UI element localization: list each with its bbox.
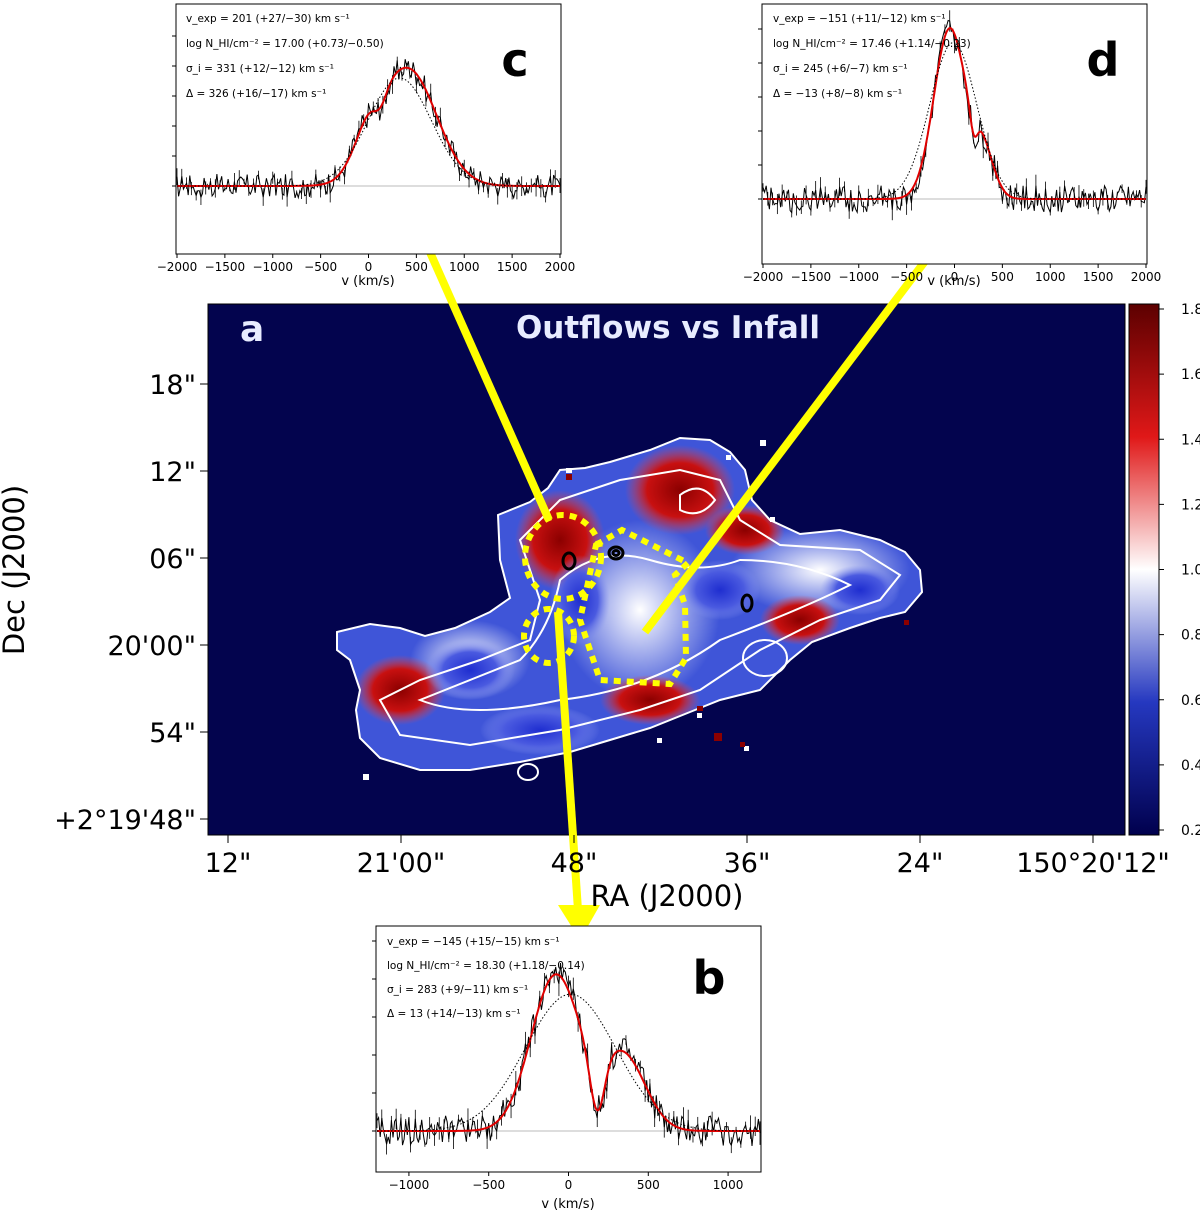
xtick-label: 500 — [991, 270, 1014, 284]
xtick-label: 150°20'12" — [1016, 848, 1170, 879]
colorbar-tick-label: 0.2 — [1181, 823, 1200, 839]
colorbar-tick-label: 0.6 — [1181, 693, 1200, 709]
panel-letter-c: c — [501, 33, 528, 87]
ytick-label: 12" — [149, 457, 196, 488]
xtick-label: 0 — [951, 270, 959, 284]
inset-b-param: σ_i = 283 (+9/−11) km s⁻¹ — [387, 984, 528, 996]
colorbar-gradient — [1128, 303, 1160, 836]
map-x-axis-label: RA (J2000) — [590, 879, 743, 913]
inset-panel-b: −1000 −500 0 500 1000 v (km/s) v_exp = −145 … — [372, 925, 762, 1212]
xtick-label: 0 — [565, 1178, 573, 1192]
panel-letter-b: b — [693, 951, 726, 1005]
colorbar-ticks: 1.8 1.6 1.4 1.2 1.0 0.8 0.6 0.4 0.2 — [1159, 302, 1200, 839]
xtick-label: 36" — [724, 848, 771, 879]
xtick-label: −2000 — [743, 270, 784, 284]
observed-spectrum — [176, 59, 561, 200]
inset-c-param: log N_HI/cm⁻² = 17.00 (+0.73/−0.50) — [186, 38, 384, 50]
xtick-label: −1500 — [791, 270, 832, 284]
xtick-label: 2000 — [1131, 270, 1162, 284]
galaxy-contours — [336, 436, 924, 781]
inset-b-param: v_exp = −145 (+15/−15) km s⁻¹ — [387, 936, 560, 948]
peak-contours — [561, 545, 754, 613]
ytick-label: 06" — [149, 544, 196, 575]
inset-d-param: Δ = −13 (+8/−8) km s⁻¹ — [773, 88, 902, 100]
xtick-label: −500 — [304, 260, 337, 274]
ytick-label: +2°19'48" — [54, 805, 196, 836]
noise-pixels — [363, 440, 775, 780]
xtick-label: 1000 — [713, 1178, 744, 1192]
xtick-label: 0 — [365, 260, 373, 274]
map-panel: Outflows vs Infall a 18" 12" 06" 20'00" … — [0, 187, 1200, 940]
panel-letter-a: a — [240, 309, 264, 350]
map-y-ticks: 18" 12" 06" 20'00" 54" +2°19'48" — [54, 370, 208, 836]
inset-c-param: v_exp = 201 (+27/−30) km s⁻¹ — [186, 13, 350, 25]
observed-spectrum — [376, 963, 761, 1147]
red-noise-pixels — [566, 474, 909, 747]
panel-letter-d: d — [1087, 33, 1120, 87]
xtick-label: 1500 — [497, 260, 528, 274]
model-fit-line — [377, 973, 760, 1132]
colorbar-tick-label: 1.6 — [1181, 367, 1200, 383]
inset-b-param: Δ = 13 (+14/−13) km s⁻¹ — [387, 1008, 521, 1020]
map-y-axis-label: Dec (J2000) — [0, 485, 31, 655]
inset-c-param: σ_i = 331 (+12/−12) km s⁻¹ — [186, 63, 334, 75]
inset-panel-c: −2000 −1500 −1000 −500 0 500 1000 1500 2000 v (k… — [157, 3, 576, 289]
xtick-label: 500 — [405, 260, 428, 274]
xtick-label: −500 — [890, 270, 923, 284]
intrinsic-profile-line — [763, 42, 1146, 200]
xtick-label: 500 — [637, 1178, 660, 1192]
xtick-label: 24" — [897, 848, 944, 879]
inset-c-frame — [175, 3, 562, 255]
xtick-label: −500 — [472, 1178, 505, 1192]
xtick-label: −1000 — [252, 260, 293, 274]
xtick-label: 2000 — [545, 260, 576, 274]
xtick-label: −1500 — [205, 260, 246, 274]
inset-d-xlabel: v (km/s) — [927, 274, 980, 289]
map-x-ticks: 12" 21'00" 48" 36" 24" 150°20'12" — [205, 835, 1170, 879]
arrow-to-d — [641, 241, 942, 635]
inset-d-param: log N_HI/cm⁻² = 17.46 (+1.14/−0.23) — [773, 38, 971, 50]
colorbar-tick-label: 0.4 — [1181, 758, 1200, 774]
ytick-label: 18" — [149, 370, 196, 401]
xtick-label: 48" — [551, 848, 598, 879]
xtick-label: −1000 — [838, 270, 879, 284]
inset-d-param: σ_i = 245 (+6/−7) km s⁻¹ — [773, 63, 908, 75]
arrow-to-c — [409, 212, 553, 522]
observed-spectrum — [762, 19, 1147, 215]
extraction-regions — [521, 512, 694, 688]
inset-b-xlabel: v (km/s) — [541, 1197, 594, 1212]
xtick-label: 1000 — [1035, 270, 1066, 284]
xtick-label: 1500 — [1083, 270, 1114, 284]
region-d — [576, 526, 694, 688]
intrinsic-profile-line — [177, 77, 560, 187]
ytick-label: 54" — [149, 718, 196, 749]
xtick-label: 21'00" — [357, 848, 446, 879]
inset-d-param: v_exp = −151 (+11/−12) km s⁻¹ — [773, 13, 946, 25]
xtick-label: 1000 — [449, 260, 480, 274]
ytick-label: 20'00" — [107, 631, 196, 662]
xtick-label: −2000 — [157, 260, 198, 274]
inset-b-param: log N_HI/cm⁻² = 18.30 (+1.18/−0.14) — [387, 960, 585, 972]
xtick-label: 12" — [205, 848, 252, 879]
xtick-label: −1000 — [389, 1178, 430, 1192]
colorbar-tick-label: 1.0 — [1181, 563, 1200, 579]
region-b — [521, 606, 577, 666]
inset-panel-d: −2000 −1500 −1000 −500 0 500 1000 1500 2000 v (k… — [743, 3, 1162, 289]
colorbar-tick-label: 1.8 — [1181, 302, 1200, 318]
colorbar: 1.8 1.6 1.4 1.2 1.0 0.8 0.6 0.4 0.2 — [1128, 302, 1200, 839]
colorbar-tick-label: 1.2 — [1181, 497, 1200, 513]
colorbar-tick-label: 0.8 — [1181, 628, 1200, 644]
intrinsic-profile-line — [377, 993, 760, 1132]
colorbar-tick-label: 1.4 — [1181, 432, 1200, 448]
map-title: Outflows vs Infall — [516, 310, 820, 346]
region-c — [522, 512, 604, 602]
arrow-to-b — [554, 611, 582, 911]
inset-c-xlabel: v (km/s) — [341, 274, 394, 289]
inset-c-param: Δ = 326 (+16/−17) km s⁻¹ — [186, 88, 326, 100]
